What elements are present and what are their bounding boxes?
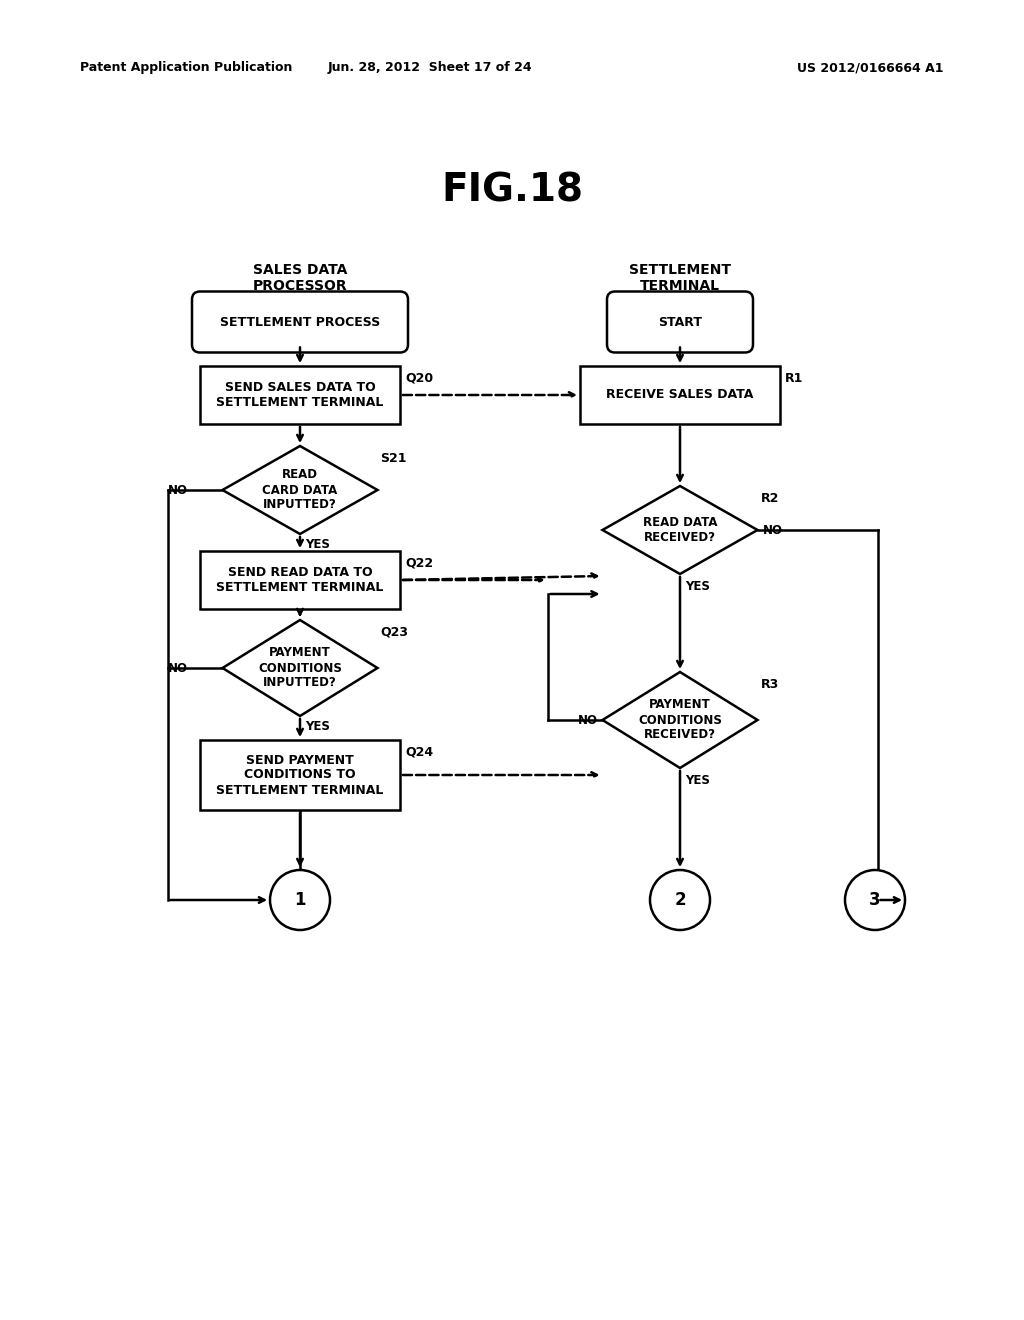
Text: NO: NO [168,661,187,675]
Text: NO: NO [168,483,187,496]
FancyBboxPatch shape [607,292,753,352]
Text: YES: YES [305,537,330,550]
Text: R2: R2 [761,491,779,504]
Circle shape [270,870,330,931]
Text: Q24: Q24 [406,746,433,759]
Polygon shape [602,486,758,574]
Circle shape [650,870,710,931]
FancyBboxPatch shape [193,292,408,352]
Text: Jun. 28, 2012  Sheet 17 of 24: Jun. 28, 2012 Sheet 17 of 24 [328,62,532,74]
Text: SETTLEMENT
TERMINAL: SETTLEMENT TERMINAL [629,263,731,293]
Text: SEND READ DATA TO
SETTLEMENT TERMINAL: SEND READ DATA TO SETTLEMENT TERMINAL [216,566,384,594]
Text: RECEIVE SALES DATA: RECEIVE SALES DATA [606,388,754,401]
Text: SALES DATA
PROCESSOR: SALES DATA PROCESSOR [253,263,347,293]
Text: SEND SALES DATA TO
SETTLEMENT TERMINAL: SEND SALES DATA TO SETTLEMENT TERMINAL [216,381,384,409]
Text: NO: NO [578,714,597,726]
Polygon shape [602,672,758,768]
Text: READ DATA
RECEIVED?: READ DATA RECEIVED? [643,516,717,544]
Text: READ
CARD DATA
INPUTTED?: READ CARD DATA INPUTTED? [262,469,338,511]
Polygon shape [222,620,378,715]
Text: R3: R3 [761,677,778,690]
Text: Q22: Q22 [406,557,433,569]
Text: Patent Application Publication: Patent Application Publication [80,62,293,74]
Text: 2: 2 [674,891,686,909]
Bar [200,550,400,609]
Text: US 2012/0166664 A1: US 2012/0166664 A1 [797,62,943,74]
Bar [200,366,400,424]
Text: Q20: Q20 [406,371,433,384]
Polygon shape [222,446,378,535]
Text: NO: NO [763,524,782,536]
Text: SEND PAYMENT
CONDITIONS TO
SETTLEMENT TERMINAL: SEND PAYMENT CONDITIONS TO SETTLEMENT TE… [216,754,384,796]
Circle shape [845,870,905,931]
Bar [580,366,780,424]
Bar [200,741,400,810]
Text: 3: 3 [869,891,881,909]
Text: SETTLEMENT PROCESS: SETTLEMENT PROCESS [220,315,380,329]
Text: YES: YES [685,579,710,593]
Text: R1: R1 [785,371,804,384]
Text: YES: YES [685,774,710,787]
Text: S21: S21 [381,451,407,465]
Text: 1: 1 [294,891,306,909]
Text: FIG.18: FIG.18 [441,172,583,209]
Text: Q23: Q23 [381,626,409,639]
Text: START: START [658,315,702,329]
Text: YES: YES [305,719,330,733]
Text: PAYMENT
CONDITIONS
INPUTTED?: PAYMENT CONDITIONS INPUTTED? [258,647,342,689]
Text: PAYMENT
CONDITIONS
RECEIVED?: PAYMENT CONDITIONS RECEIVED? [638,698,722,742]
